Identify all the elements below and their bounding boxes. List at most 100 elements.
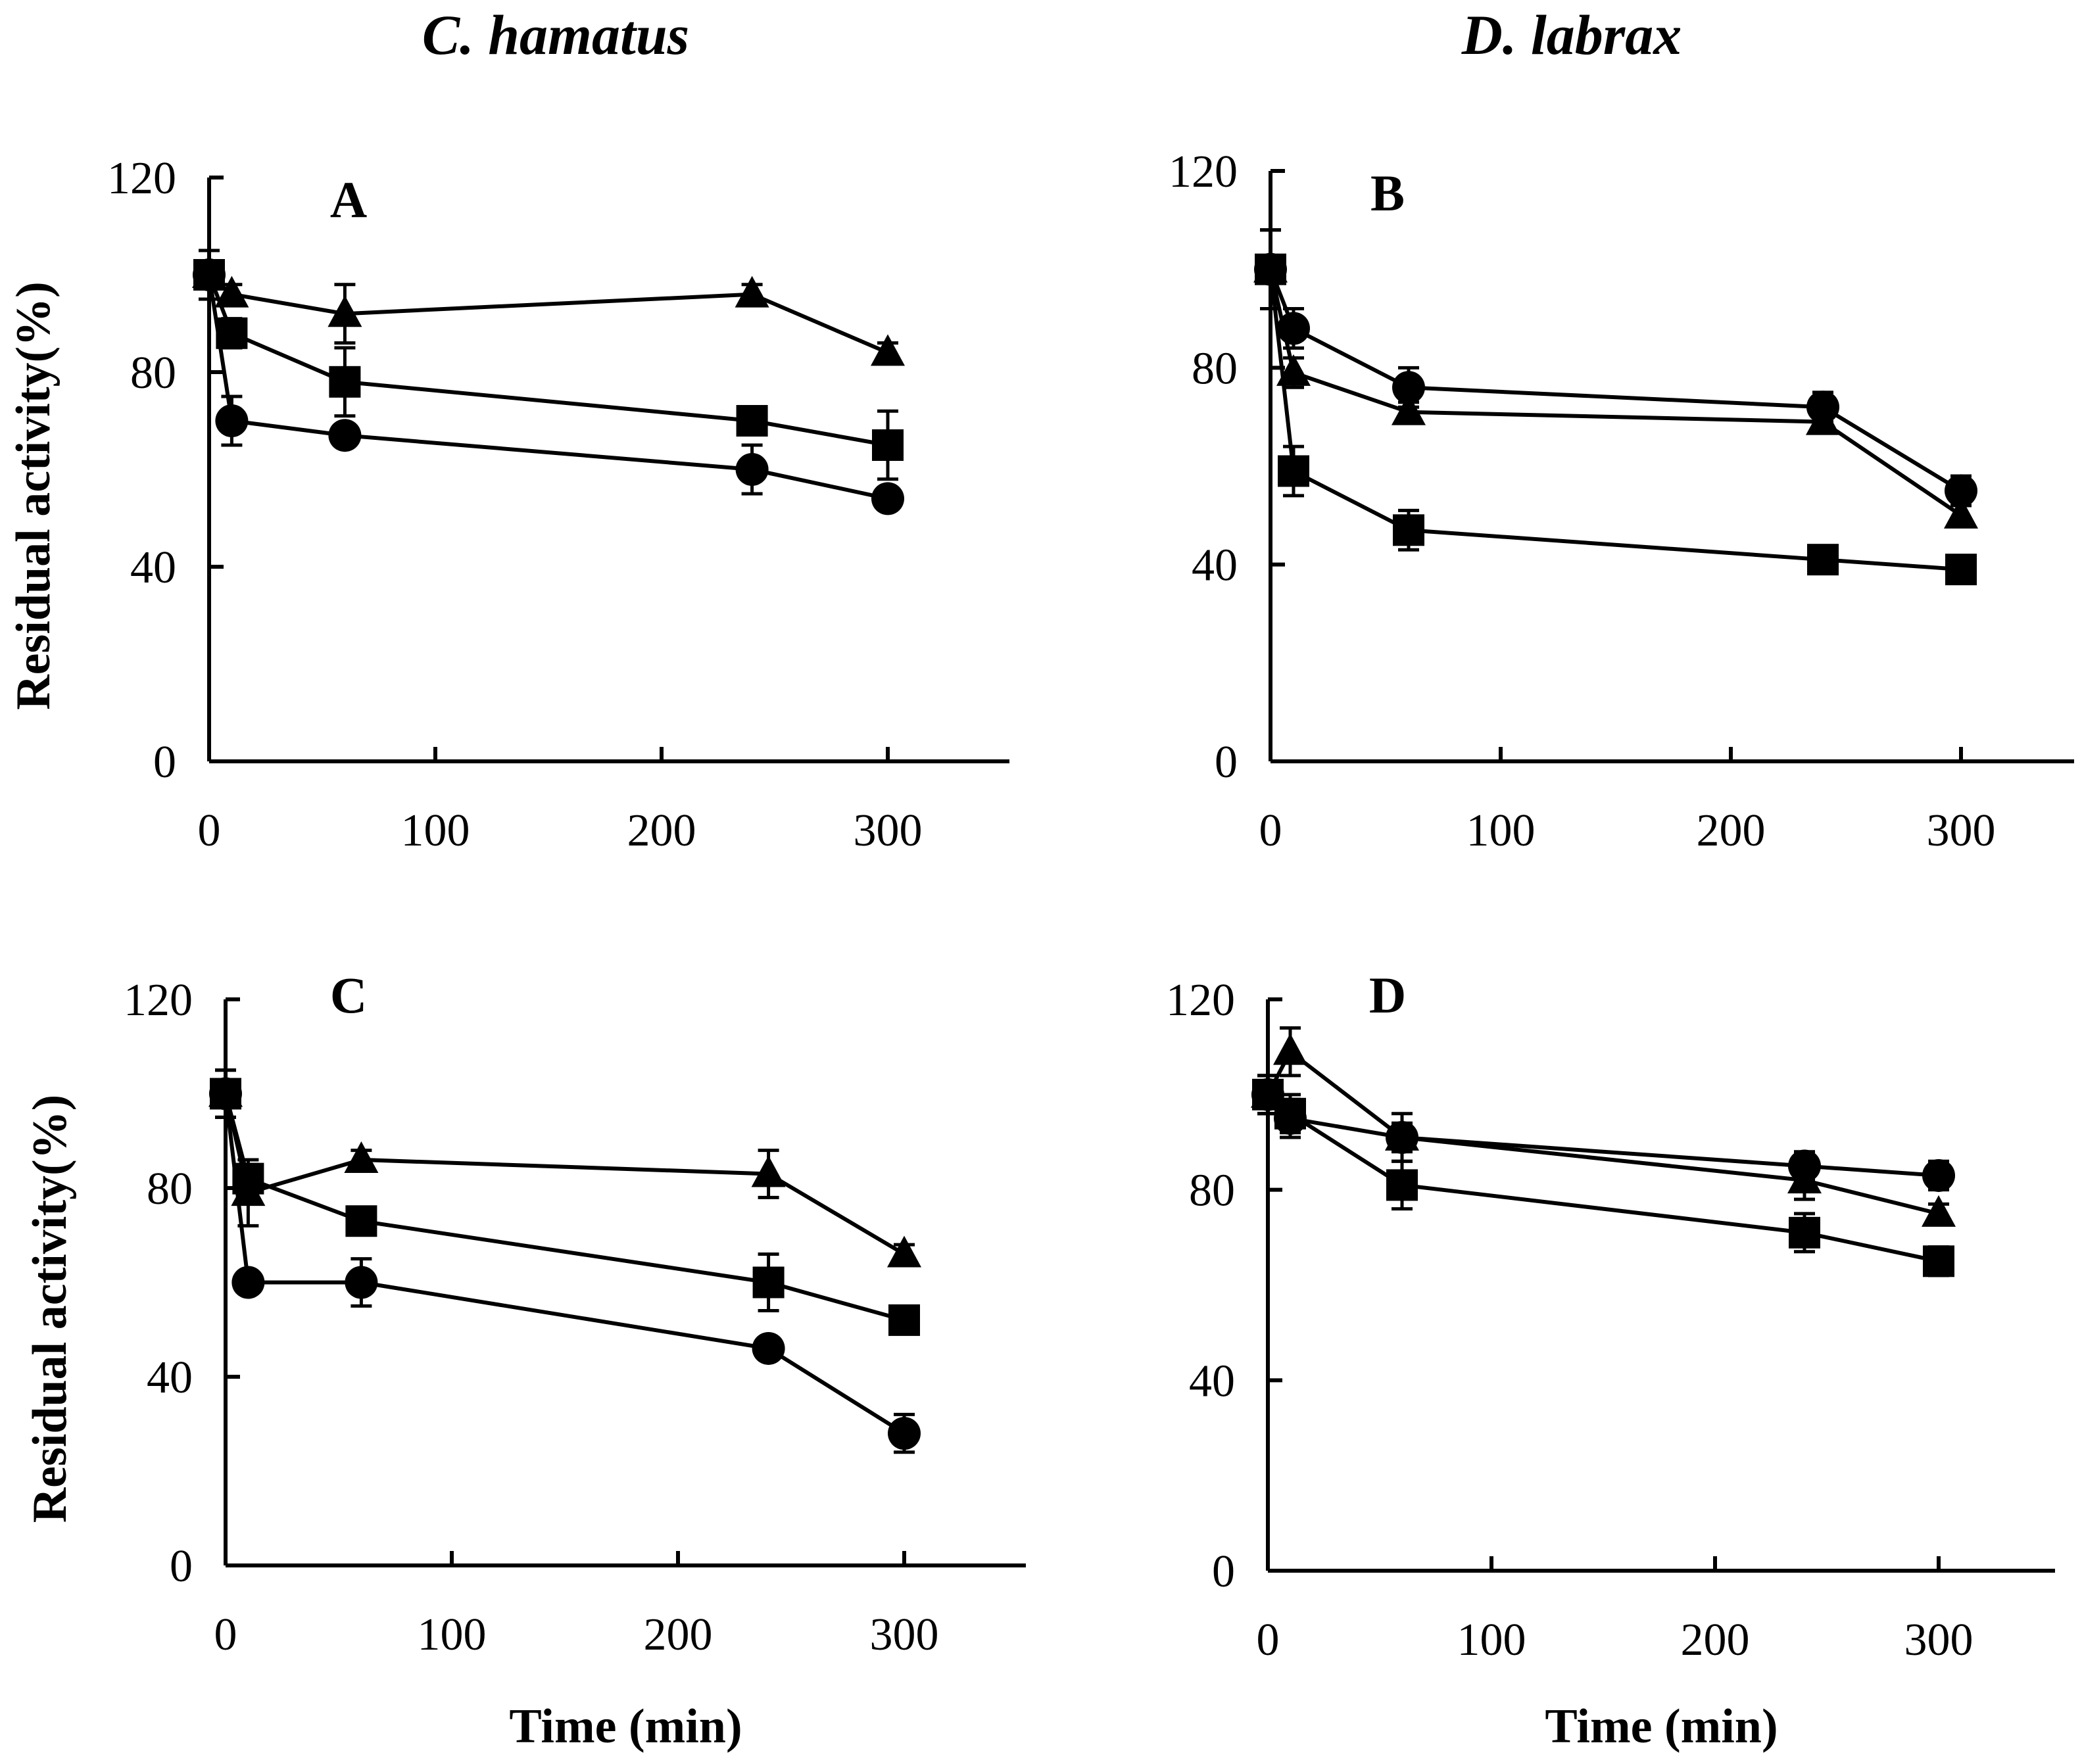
y-tick-label-c: 120 <box>124 975 193 1026</box>
marker-triangle-a <box>871 334 905 366</box>
x-tick-label-d: 0 <box>1257 1615 1280 1665</box>
series-line-triangle-a <box>208 273 889 355</box>
marker-circle-c <box>752 1331 785 1365</box>
column-title-c-hamatus: C. hamatus <box>422 3 689 66</box>
series-line-circle-b <box>1269 268 1962 492</box>
y-axis-title-a: Residual activity(%) <box>7 281 61 710</box>
series-line-circle-c <box>224 1093 906 1435</box>
marker-square-b <box>1807 544 1839 576</box>
marker-square-b <box>1278 455 1309 487</box>
marker-circle-d <box>1788 1149 1821 1183</box>
panel-a: 0 40 80 120 0 100 200 300 A Residual activity(%) <box>7 153 1009 856</box>
marker-circle-c <box>345 1266 378 1299</box>
series-triangle-d <box>1251 1026 1956 1227</box>
marker-circle-a <box>735 453 769 486</box>
marker-square-b <box>1393 514 1424 546</box>
marker-circle-d <box>1386 1121 1418 1155</box>
marker-square-b <box>1945 554 1977 586</box>
marker-triangle-c <box>751 1155 786 1187</box>
marker-square-d <box>1923 1245 1954 1277</box>
series-line-triangle-c <box>224 1093 906 1256</box>
marker-triangle-d <box>1922 1195 1956 1227</box>
series-line-square-a <box>207 274 888 447</box>
x-tick-label-a: 200 <box>627 805 696 856</box>
series-line-square-c <box>224 1093 905 1322</box>
marker-triangle-a <box>327 295 362 327</box>
series-circle-a <box>193 249 904 515</box>
marker-square-c <box>345 1205 377 1237</box>
marker-square-d <box>1789 1216 1820 1249</box>
series-square-c <box>210 1068 920 1336</box>
marker-triangle-b <box>1806 403 1840 435</box>
marker-triangle-b <box>1276 354 1311 386</box>
marker-triangle-a <box>735 275 769 308</box>
marker-square-d <box>1274 1097 1306 1130</box>
series-circle-c <box>209 1068 921 1454</box>
x-tick-label-b: 300 <box>1927 805 1996 856</box>
series-circle-b <box>1254 228 1977 508</box>
column-title-d-labrax: D. labrax <box>1461 3 1682 66</box>
series-square-a <box>193 249 904 481</box>
y-tick-label-b: 120 <box>1169 147 1238 197</box>
panel-b: 0 40 80 120 0 100 200 300 B <box>1169 147 2074 856</box>
x-axis-title-d: Time (min) <box>1545 1700 1778 1753</box>
panel-d: 0 40 80 120 0 100 200 300 D Time (min) <box>1166 966 2055 1753</box>
x-tick-label-d: 100 <box>1457 1615 1526 1665</box>
marker-circle-b <box>1392 371 1425 404</box>
marker-triangle-a <box>214 275 249 308</box>
marker-circle-b <box>1945 474 1977 508</box>
y-tick-label-d: 120 <box>1166 975 1235 1026</box>
x-tick-label-b: 200 <box>1697 805 1766 856</box>
series-circle-d <box>1251 1074 1955 1192</box>
y-tick-label-a: 40 <box>130 542 176 593</box>
marker-square-c <box>888 1304 920 1336</box>
x-tick-label-c: 100 <box>418 1609 487 1660</box>
marker-circle-c <box>209 1077 242 1110</box>
x-tick-label-a: 0 <box>198 805 221 856</box>
y-tick-label-c: 40 <box>147 1352 193 1403</box>
panel-c: 0 40 80 120 0 100 200 300 C Residual activity(%) T… <box>23 966 1026 1753</box>
x-tick-label-b: 100 <box>1466 805 1536 856</box>
marker-square-d <box>1386 1169 1418 1201</box>
marker-circle-c <box>888 1417 921 1450</box>
x-tick-label-c: 300 <box>870 1609 939 1660</box>
y-tick-label-c: 0 <box>170 1541 193 1592</box>
marker-triangle-c <box>887 1235 921 1268</box>
marker-triangle-b <box>1944 496 1978 529</box>
marker-triangle-d <box>1273 1033 1307 1065</box>
x-axis-title-c: Time (min) <box>509 1700 742 1753</box>
y-axis-title-c: Residual activity(%) <box>23 1095 77 1523</box>
marker-square-a <box>329 366 361 398</box>
panel-letter-d: D <box>1369 966 1406 1024</box>
y-tick-label-b: 80 <box>1192 343 1238 394</box>
y-tick-label-a: 120 <box>107 153 176 204</box>
marker-circle-a <box>215 404 249 437</box>
marker-circle-d <box>1922 1158 1955 1192</box>
x-tick-label-c: 0 <box>214 1609 237 1660</box>
x-tick-label-a: 300 <box>854 805 923 856</box>
series-triangle-c <box>208 1068 921 1268</box>
panel-letter-b: B <box>1370 164 1405 222</box>
series-square-b <box>1255 228 1977 586</box>
x-tick-label-d: 200 <box>1681 1615 1750 1665</box>
x-tick-label-b: 0 <box>1259 805 1282 856</box>
marker-triangle-b <box>1392 393 1426 425</box>
x-tick-label-d: 300 <box>1904 1615 1973 1665</box>
series-triangle-b <box>1253 228 1978 529</box>
series-triangle-a <box>192 249 905 366</box>
y-tick-label-b: 0 <box>1215 737 1238 788</box>
series-square-d <box>1252 1074 1954 1277</box>
y-tick-label-d: 80 <box>1189 1166 1235 1216</box>
x-tick-label-a: 100 <box>401 805 470 856</box>
marker-triangle-c <box>344 1141 379 1173</box>
marker-square-b <box>1255 253 1286 285</box>
y-tick-label-d: 0 <box>1212 1546 1235 1597</box>
series-line-square-d <box>1267 1093 1939 1264</box>
y-tick-label-b: 40 <box>1192 540 1238 591</box>
marker-circle-c <box>231 1266 265 1299</box>
marker-square-a <box>736 405 768 437</box>
y-tick-label-a: 0 <box>153 737 176 788</box>
y-tick-label-a: 80 <box>130 348 176 398</box>
marker-circle-a <box>871 482 904 515</box>
